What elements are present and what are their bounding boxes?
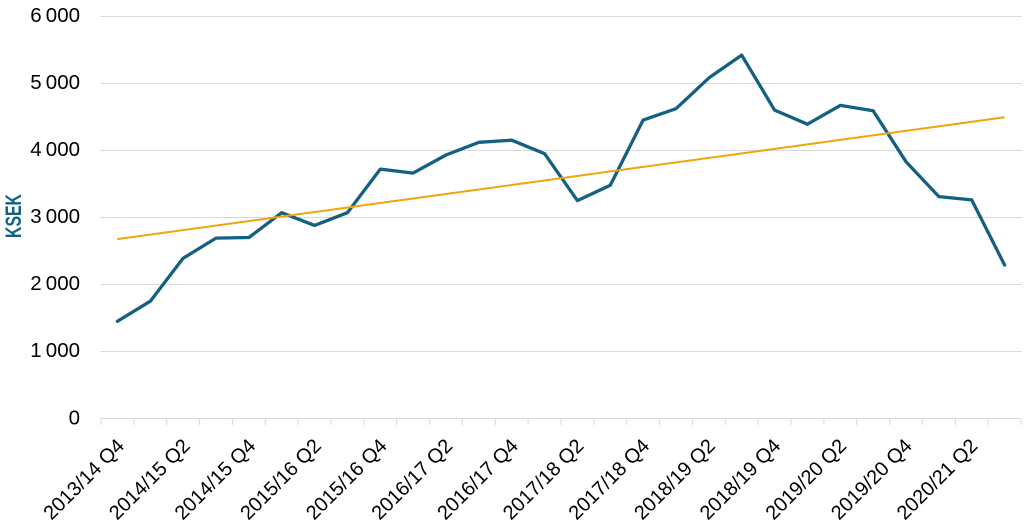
- svg-text:1 000: 1 000: [30, 339, 80, 362]
- svg-text:4 000: 4 000: [30, 138, 80, 161]
- svg-text:2 000: 2 000: [30, 272, 80, 295]
- svg-text:3 000: 3 000: [30, 205, 80, 228]
- svg-text:5 000: 5 000: [30, 71, 80, 94]
- svg-text:KSEK: KSEK: [3, 194, 27, 238]
- svg-text:6 000: 6 000: [30, 4, 80, 27]
- svg-text:0: 0: [69, 406, 80, 429]
